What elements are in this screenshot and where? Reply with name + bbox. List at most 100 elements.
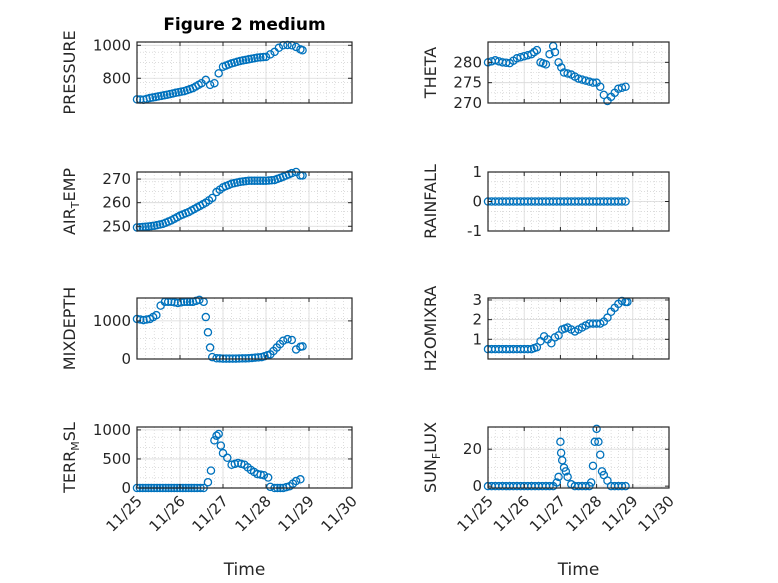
y-tick-label: 1 — [472, 330, 482, 348]
x-tick-label: 11/25 — [454, 492, 497, 535]
data-point — [256, 470, 265, 479]
y-tick-label: 0 — [472, 477, 482, 495]
x-tick-label: 11/30 — [318, 492, 361, 535]
data-point — [547, 339, 556, 348]
data-point — [201, 75, 211, 85]
y-tick-label: 0 — [121, 479, 131, 497]
y-tick-label: 500 — [102, 450, 131, 468]
y-axis-label-part: H2OMIXRA — [421, 286, 440, 372]
data-point — [253, 176, 262, 185]
data-point — [617, 481, 627, 491]
data-series — [132, 167, 307, 232]
data-point — [210, 436, 219, 445]
data-point — [223, 453, 232, 463]
subplot-1: 800 1000 PRESSURE Figure 2 medium — [60, 15, 353, 115]
data-point — [207, 193, 217, 203]
data-point — [588, 78, 598, 87]
data-point — [247, 353, 257, 363]
data-point — [266, 50, 275, 59]
data-point — [617, 197, 627, 206]
axes-box — [136, 426, 353, 489]
y-axis-label-part: SL — [60, 422, 79, 441]
data-point — [621, 197, 630, 206]
axes-background — [137, 298, 352, 359]
x-tick-label: 11/29 — [275, 492, 318, 535]
data-point — [554, 472, 563, 482]
data-point — [561, 467, 571, 476]
axes-background — [137, 172, 352, 231]
data-point — [588, 461, 598, 471]
data-point — [291, 476, 301, 486]
y-axis-label-part: EMP — [60, 168, 79, 202]
data-point — [283, 334, 292, 344]
data-point — [201, 312, 211, 322]
data-point — [206, 466, 216, 475]
data-point — [212, 353, 221, 363]
axes-box — [136, 297, 353, 360]
data-point — [218, 448, 228, 458]
y-axis-label: AIRTEMP — [60, 168, 82, 235]
y-axis-label-part: THETA — [421, 47, 440, 99]
x-tick-label: 11/25 — [103, 492, 146, 535]
data-point — [563, 472, 572, 482]
y-axis-label: PRESSURE — [60, 30, 79, 114]
data-point — [556, 437, 565, 447]
data-point — [254, 353, 263, 362]
data-point — [287, 335, 297, 345]
subplot-3: 250 260 270 AIRTEMP — [60, 167, 353, 235]
x-tick-label: 11/28 — [232, 492, 275, 535]
data-point — [261, 176, 271, 185]
y-tick-label: 250 — [102, 217, 131, 235]
x-tick-label: 11/27 — [189, 492, 232, 535]
data-point — [214, 429, 223, 439]
y-tick-label: 280 — [453, 53, 482, 71]
data-point — [247, 176, 256, 185]
data-point — [203, 328, 213, 337]
data-point — [298, 342, 307, 351]
x-tick-label: 11/28 — [562, 492, 605, 535]
data-point — [532, 45, 542, 55]
data-point — [250, 353, 260, 362]
data-point — [261, 52, 271, 62]
data-point — [141, 222, 150, 231]
y-axis-label: H2OMIXRA — [421, 286, 440, 372]
data-point — [595, 450, 605, 459]
data-point — [603, 313, 612, 322]
data-point — [205, 80, 215, 90]
data-point — [212, 431, 221, 440]
data-point — [267, 176, 276, 185]
data-point — [545, 481, 554, 491]
y-axis-label-part: MIXDEPTH — [60, 287, 79, 370]
data-point — [195, 295, 204, 305]
y-tick-label: -1 — [467, 222, 482, 240]
axes-background — [137, 427, 352, 488]
data-point — [264, 176, 274, 185]
y-tick-label: 3 — [472, 291, 482, 309]
y-axis-label-part: SUN — [421, 459, 440, 493]
data-point — [253, 53, 262, 62]
axes-box — [487, 41, 670, 104]
x-tick-label: 11/27 — [526, 492, 569, 535]
data-point — [176, 298, 186, 307]
data-point — [563, 69, 572, 78]
data-point — [258, 52, 268, 62]
x-tick-label: 11/26 — [490, 492, 533, 535]
data-point — [144, 222, 153, 231]
y-tick-label: 1000 — [93, 421, 131, 439]
axes-box — [487, 426, 670, 489]
data-point — [550, 47, 560, 57]
subplot-6: 12 3 H2OMIXRA — [421, 286, 670, 372]
data-point — [617, 296, 627, 306]
data-point — [595, 82, 605, 91]
y-tick-label: 0 — [121, 350, 131, 368]
y-axis-label-subscript: F — [430, 453, 443, 459]
subplot-5: 0 1000 MIXDEPTH — [60, 287, 353, 370]
data-point — [235, 177, 245, 187]
data-point — [170, 298, 179, 307]
data-point — [147, 221, 156, 231]
y-axis-label-subscript: M — [69, 441, 82, 451]
data-point — [203, 477, 213, 487]
y-axis-label-part: PRESSURE — [60, 30, 79, 114]
